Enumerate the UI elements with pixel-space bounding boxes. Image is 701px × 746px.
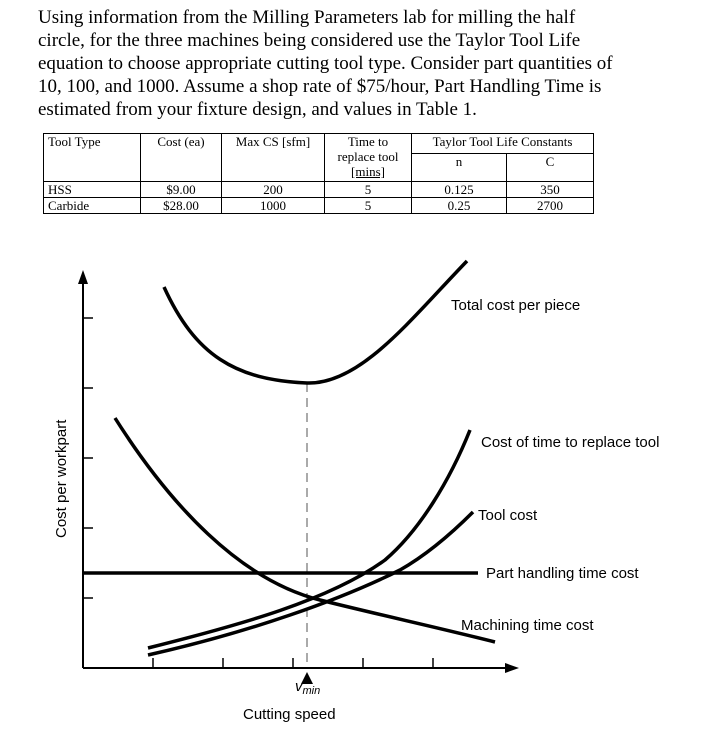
cell-cost: $28.00 [140,197,222,214]
total-cost-label: Total cost per piece [451,297,580,314]
header-cost: Cost (ea) [140,133,222,182]
paragraph-line: Using information from the Milling Param… [38,7,576,28]
cell-n: 0.125 [411,181,507,198]
machining-time-cost-label: Machining time cost [461,617,594,634]
header-tool-type: Tool Type [43,133,141,182]
replace-tool-cost-label: Cost of time to replace tool [481,434,659,451]
cell-cost: $9.00 [140,181,222,198]
cell-cs: 1000 [221,197,325,214]
total-cost-curve [162,259,469,385]
paragraph-line: 10, 100, and 1000. Assume a shop rate of… [38,76,602,97]
paragraph-line: equation to choose appropriate cutting t… [38,53,613,74]
y-axis-arrow-icon [78,270,88,284]
y-axis-ticks [83,317,93,599]
header-max-cs: Max CS [sfm] [221,133,325,182]
part-handling-cost-label: Part handling time cost [486,565,639,582]
paragraph-line: estimated from your fixture design, and … [38,99,477,120]
vmin-marker-icon [301,672,313,684]
replace-tool-cost-curve [147,429,472,650]
x-axis-label: Cutting speed [243,706,336,723]
paragraph-line: circle, for the three machines being con… [38,30,581,51]
header-time-to-replace: Time to replace tool [mins] [324,133,412,182]
x-axis-arrow-icon [505,663,519,673]
tool-cost-curve [147,510,475,657]
vmin-label: vmin [295,678,320,697]
table-subheader-row: n C [44,153,594,182]
cell-n: 0.25 [411,197,507,214]
problem-statement: Using information from the Milling Param… [38,6,638,121]
x-axis-ticks [152,658,434,668]
table-header-row: Tool Type Cost (ea) Max CS [sfm] Time to… [43,133,594,182]
table-row: Carbide $28.00 1000 5 0.25 2700 [43,197,594,214]
tool-parameters-table: Tool Type Cost (ea) Max CS [sfm] Time to… [43,133,594,214]
y-axis-label: Cost per workpart [53,419,70,538]
tool-cost-label: Tool cost [478,507,538,524]
cell-c: 2700 [506,197,594,214]
